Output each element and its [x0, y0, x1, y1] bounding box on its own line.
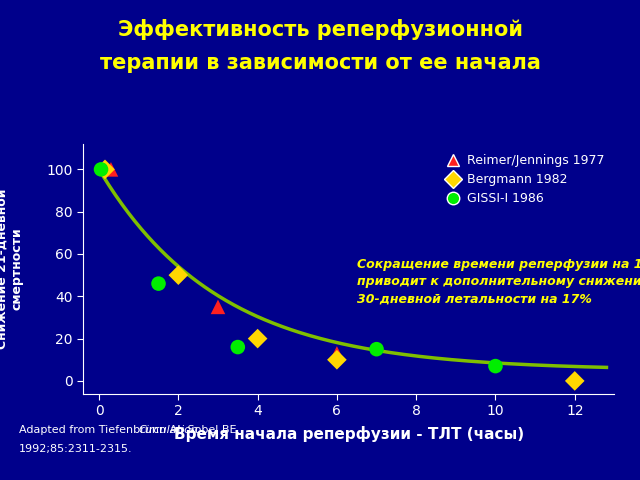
- Text: 1992;85:2311-2315.: 1992;85:2311-2315.: [19, 444, 133, 454]
- Point: [332, 349, 342, 357]
- Point: [233, 343, 243, 351]
- X-axis label: Время начала реперфузии - ТЛТ (часы): Время начала реперфузии - ТЛТ (часы): [173, 426, 524, 443]
- Point: [253, 335, 263, 342]
- Point: [371, 345, 381, 353]
- Point: [154, 280, 164, 288]
- Point: [100, 166, 110, 173]
- Point: [173, 271, 184, 279]
- Point: [332, 356, 342, 363]
- Text: Сокращение времени реперфузии на 1 час
приводит к дополнительному снижению
30-дн: Сокращение времени реперфузии на 1 час п…: [356, 258, 640, 305]
- Point: [96, 166, 106, 173]
- Text: Circulation.: Circulation.: [139, 425, 202, 435]
- Point: [490, 362, 500, 370]
- Point: [213, 303, 223, 311]
- Text: Эффективность реперфузионной: Эффективность реперфузионной: [118, 19, 522, 40]
- Legend: Reimer/Jennings 1977, Bergmann 1982, GISSI-I 1986: Reimer/Jennings 1977, Bergmann 1982, GIS…: [442, 150, 608, 209]
- Text: Снижение 21-дневной
смертности: Снижение 21-дневной смертности: [0, 189, 24, 349]
- Point: [570, 377, 580, 385]
- Text: Adapted from Tiefenbrunn AJ, Sobel BE.: Adapted from Tiefenbrunn AJ, Sobel BE.: [19, 425, 244, 435]
- Text: терапии в зависимости от ее начала: терапии в зависимости от ее начала: [100, 53, 540, 73]
- Point: [106, 166, 116, 173]
